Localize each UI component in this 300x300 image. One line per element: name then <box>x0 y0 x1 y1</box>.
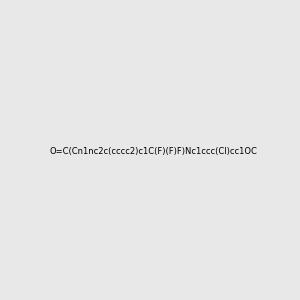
Text: O=C(Cn1nc2c(cccc2)c1C(F)(F)F)Nc1ccc(Cl)cc1OC: O=C(Cn1nc2c(cccc2)c1C(F)(F)F)Nc1ccc(Cl)c… <box>50 147 258 156</box>
